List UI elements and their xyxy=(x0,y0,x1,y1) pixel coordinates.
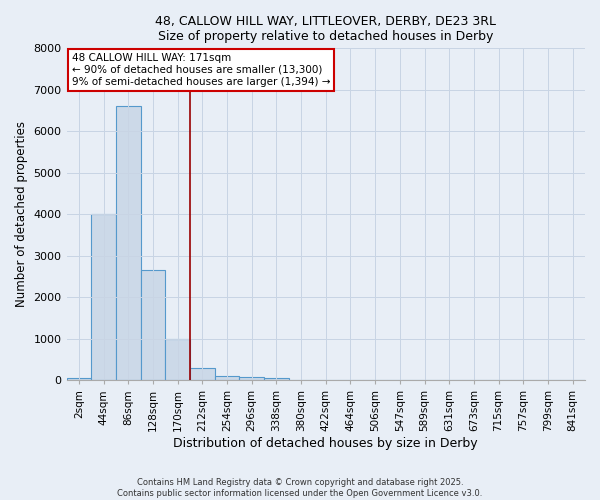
Bar xyxy=(116,106,140,380)
Text: 48 CALLOW HILL WAY: 171sqm
← 90% of detached houses are smaller (13,300)
9% of s: 48 CALLOW HILL WAY: 171sqm ← 90% of deta… xyxy=(72,54,330,86)
Bar xyxy=(67,378,91,380)
Bar xyxy=(264,378,289,380)
X-axis label: Distribution of detached houses by size in Derby: Distribution of detached houses by size … xyxy=(173,437,478,450)
Y-axis label: Number of detached properties: Number of detached properties xyxy=(15,122,28,308)
Bar xyxy=(165,339,190,380)
Bar xyxy=(239,377,264,380)
Text: Contains HM Land Registry data © Crown copyright and database right 2025.
Contai: Contains HM Land Registry data © Crown c… xyxy=(118,478,482,498)
Bar xyxy=(140,270,165,380)
Bar xyxy=(215,376,239,380)
Bar xyxy=(190,368,215,380)
Bar xyxy=(91,214,116,380)
Title: 48, CALLOW HILL WAY, LITTLEOVER, DERBY, DE23 3RL
Size of property relative to de: 48, CALLOW HILL WAY, LITTLEOVER, DERBY, … xyxy=(155,15,496,43)
